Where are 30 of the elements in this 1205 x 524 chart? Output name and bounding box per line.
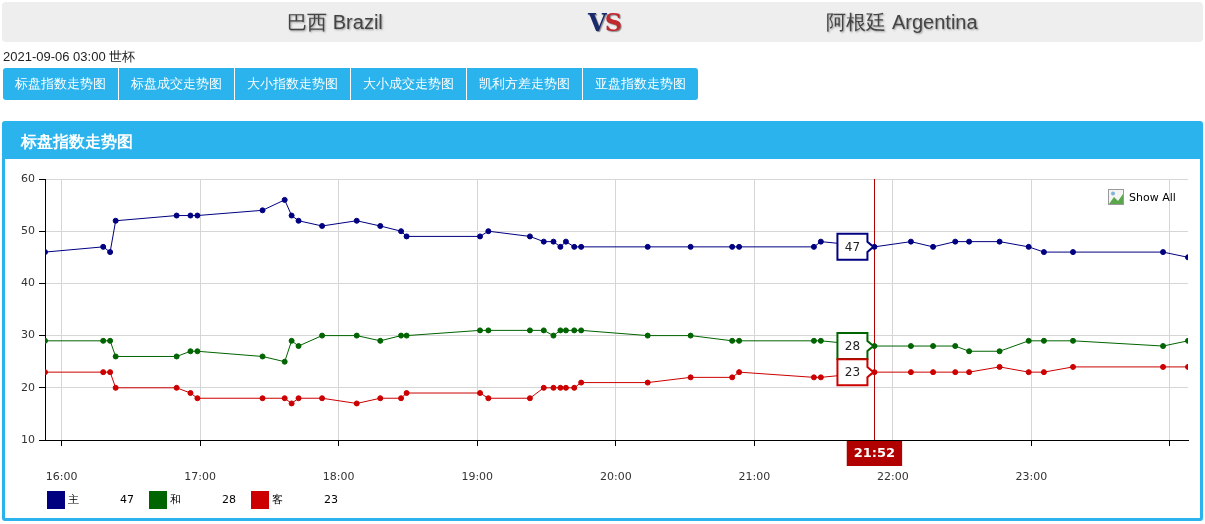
legend-label: 和: [170, 492, 181, 506]
data-label: 47: [844, 239, 861, 254]
legend-label: 客: [272, 492, 283, 506]
chart-title: 标盘指数走势图: [19, 133, 133, 150]
text: 47: [120, 492, 134, 506]
x-tick-label: 17:00: [184, 470, 217, 484]
y-tick-label: 20: [21, 380, 35, 394]
x-tick-label: 21:00: [738, 470, 771, 484]
text: 巴西 Brazil: [287, 10, 383, 35]
x-tick-label: 20:00: [599, 470, 632, 484]
y-tick-label: 30: [21, 328, 35, 342]
legend-label: 主: [68, 492, 79, 506]
text: 28: [222, 492, 236, 506]
x-tick-label: 22:00: [877, 470, 909, 484]
y-tick-label: 10: [21, 432, 35, 446]
y-tick-label: 60: [21, 171, 35, 185]
text: 23: [324, 492, 338, 506]
data-label: 28: [844, 339, 861, 354]
text: VS: [588, 8, 620, 37]
y-tick-label: 40: [21, 276, 35, 290]
annotation: Show All: [1129, 190, 1176, 204]
text: 阿根廷 Argentina: [826, 10, 978, 35]
x-tick-label: 18:00: [322, 470, 355, 484]
text: 2021-09-06 03:00 世杯: [3, 48, 136, 66]
x-tick-label: 19:00: [461, 470, 494, 484]
x-tick-label: 23:00: [1015, 470, 1048, 484]
data-label: 23: [844, 365, 861, 380]
x-tick-label: 16:00: [45, 470, 78, 484]
text: 21:52: [853, 445, 896, 461]
y-tick-label: 50: [21, 224, 35, 238]
